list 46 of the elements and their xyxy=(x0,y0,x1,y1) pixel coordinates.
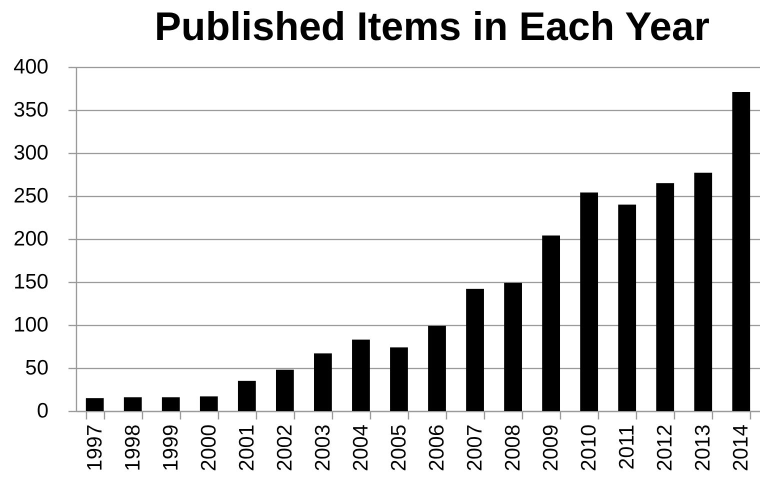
x-tick-label: 1997 xyxy=(83,424,106,472)
y-tick-label: 250 xyxy=(13,184,48,208)
x-tick-label: 1999 xyxy=(159,424,182,472)
bar xyxy=(732,92,750,411)
bar xyxy=(542,236,560,411)
y-tick-label: 0 xyxy=(36,400,48,422)
x-tick-label: 2014 xyxy=(730,424,753,472)
bar xyxy=(390,347,408,411)
y-tick-label: 350 xyxy=(13,98,48,122)
x-tick-label: 2002 xyxy=(273,424,296,472)
x-tick-label: 2003 xyxy=(311,424,334,472)
bar xyxy=(276,370,294,411)
x-tick-label: 2013 xyxy=(692,424,715,472)
chart-title: Published Items in Each Year xyxy=(154,5,710,49)
x-tick-label: 2007 xyxy=(464,424,487,472)
x-tick-label: 2008 xyxy=(502,424,525,472)
x-tick-label: 2000 xyxy=(197,424,220,472)
bar xyxy=(200,396,218,411)
bar xyxy=(466,288,484,411)
x-tick-label: 1998 xyxy=(121,424,144,472)
y-tick-label: 150 xyxy=(13,270,48,294)
bar xyxy=(162,397,180,411)
bar xyxy=(618,204,636,411)
x-tick-label: 2012 xyxy=(654,424,677,472)
x-tick-label: 2004 xyxy=(349,424,372,472)
bar xyxy=(504,282,522,411)
x-tick-label: 2005 xyxy=(387,424,410,472)
bar xyxy=(352,340,370,411)
bar xyxy=(428,326,446,411)
x-tick-label: 2010 xyxy=(578,424,601,472)
y-tick-label: 300 xyxy=(13,142,48,164)
y-tick-label: 400 xyxy=(13,56,48,78)
bar xyxy=(314,353,332,411)
x-tick-label: 2006 xyxy=(426,424,449,472)
bar xyxy=(86,398,104,411)
x-tick-label: 2009 xyxy=(540,424,563,472)
bar xyxy=(580,192,598,411)
bar xyxy=(124,397,142,411)
y-tick-label: 50 xyxy=(25,356,48,380)
bar xyxy=(694,172,712,411)
y-tick-label: 200 xyxy=(13,228,48,250)
x-tick-label: 2001 xyxy=(235,424,258,472)
x-tick-label: 2011 xyxy=(616,424,639,470)
bar xyxy=(656,183,674,411)
y-tick-label: 100 xyxy=(13,314,48,336)
bar xyxy=(238,380,256,411)
